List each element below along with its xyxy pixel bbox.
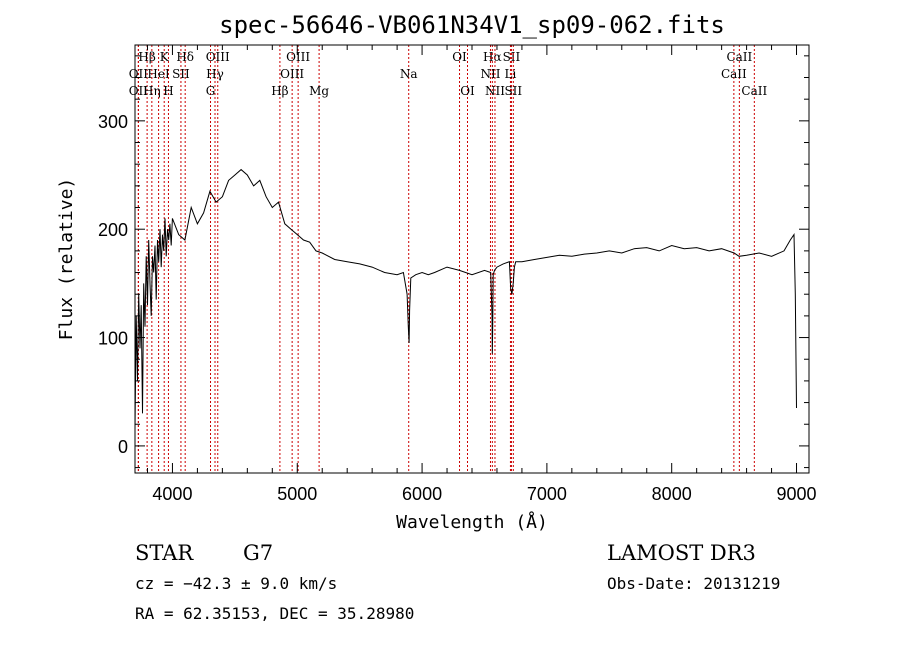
marker-label-12: OIII <box>286 50 310 64</box>
marker-label-4: Hδ <box>176 50 194 64</box>
x-axis-label: Wavelength (Å) <box>396 511 548 533</box>
marker-label-15: Mg <box>309 84 329 98</box>
marker-label-17: OI <box>452 50 467 64</box>
y-axis: 0 100 200 300 <box>98 55 809 469</box>
marker-label-8: H <box>163 84 173 98</box>
marker-label-21: NII <box>480 67 500 81</box>
y-axis-label: Flux (relative) <box>56 178 77 341</box>
marker-label-26: CaII <box>721 67 747 81</box>
survey-name: LAMOST DR3 <box>607 541 756 565</box>
marker-label-14: Hβ <box>271 84 288 98</box>
x-tick-label-0: 4000 <box>152 484 192 504</box>
marker-label-18: OI <box>460 84 475 98</box>
marker-label-5: HeI <box>147 67 170 81</box>
plot-frame <box>134 44 810 474</box>
spectrum-layer <box>134 168 797 430</box>
obs-date: Obs-Date: 20131219 <box>607 574 780 593</box>
marker-label-7: Hη <box>143 84 161 98</box>
star-class: STAR <box>135 541 194 565</box>
y-tick-label-0: 0 <box>118 437 128 457</box>
marker-label-3: K <box>160 50 170 64</box>
coordinates: RA = 62.35153, DEC = 35.28980 <box>135 604 414 623</box>
marker-label-2: OII <box>129 84 149 98</box>
marker-label-23: NII <box>485 84 505 98</box>
marker-label-10: Hγ <box>206 67 224 81</box>
marker-label-11: G <box>206 84 216 98</box>
y-tick-label-1: 100 <box>98 329 128 349</box>
y-tick-label-2: 200 <box>98 220 128 240</box>
marker-label-20: SII <box>503 50 521 64</box>
x-tick-label-2: 6000 <box>402 484 442 504</box>
marker-label-6: SII <box>172 67 190 81</box>
marker-label-25: CaII <box>726 50 752 64</box>
marker-label-24: SII <box>504 84 522 98</box>
marker-label-13: OIII <box>280 67 304 81</box>
x-tick-label-5: 9000 <box>776 484 816 504</box>
y-tick-label-3: 300 <box>98 112 128 132</box>
spectrum-line <box>134 168 797 430</box>
chart-title: spec-56646-VB061N34V1_sp09-062.fits <box>219 11 725 39</box>
star-subclass: G7 <box>243 541 273 565</box>
x-tick-label-1: 5000 <box>277 484 317 504</box>
marker-label-16: Na <box>400 67 418 81</box>
marker-label-22: Li <box>505 67 517 81</box>
redshift-text: cz = −42.3 ± 9.0 km/s <box>135 574 337 593</box>
marker-label-9: OIII <box>206 50 230 64</box>
x-tick-label-3: 7000 <box>527 484 567 504</box>
marker-label-0: Hβ <box>138 50 155 64</box>
marker-label-19: Hα <box>483 50 502 64</box>
marker-label-27: CaII <box>741 84 767 98</box>
x-axis: 4000 5000 6000 7000 8000 9000 <box>146 45 817 504</box>
x-tick-label-4: 8000 <box>652 484 692 504</box>
